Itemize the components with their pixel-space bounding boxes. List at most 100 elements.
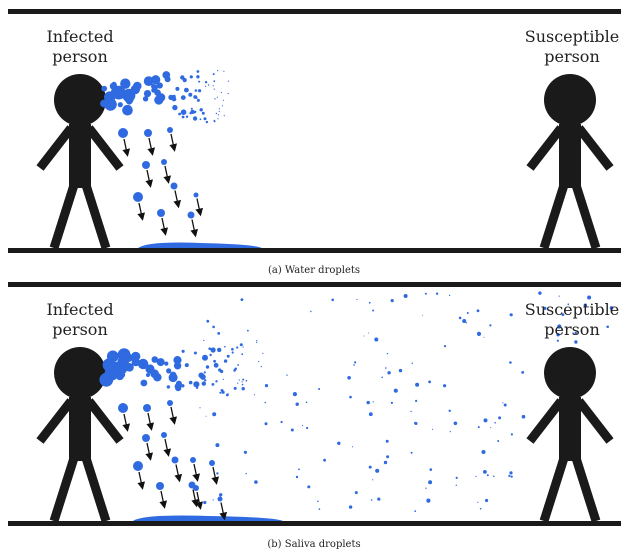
aerosol [372,479,373,480]
aerosol [386,440,389,443]
aerosol [454,422,458,426]
aerosol [221,389,224,392]
aerosol [371,499,373,501]
aerosol [296,403,299,406]
aerosol [246,473,247,474]
droplet [215,380,217,382]
aerosol [223,379,224,380]
aerosol [265,422,268,425]
droplet [188,93,192,97]
top-bar [8,282,621,287]
arrow [139,203,142,217]
droplet [197,70,200,73]
aerosol [377,498,380,501]
arm [579,401,610,441]
droplet [214,363,219,368]
leg [544,458,564,521]
aerosol [368,333,369,334]
droplet [208,347,211,350]
aerosol [307,485,310,488]
aerosol [477,502,478,503]
droplet [181,384,184,387]
aerosol [369,466,372,469]
aerosol [254,480,258,484]
aerosol [498,416,501,419]
aerosol [385,367,387,369]
falling-droplet [133,461,143,471]
aerosol [511,476,513,478]
droplet [196,97,198,99]
arm [530,128,561,168]
falling-droplet [142,434,150,442]
aerosol [490,427,491,428]
aerosol [296,476,298,478]
susceptible-label-line: Susceptible [525,300,620,319]
droplet [206,121,208,123]
aerosol [428,480,432,484]
droplet [205,86,206,87]
droplet [242,384,244,386]
aerosol [443,384,446,387]
aerosol [391,299,394,302]
aerosol [387,371,390,374]
aerosol [557,340,559,342]
aerosol [456,485,457,486]
droplet [120,79,130,89]
droplet [182,350,185,353]
aerosol [373,401,374,402]
aerosol [391,402,393,404]
aerosol [353,364,355,366]
droplet [209,354,211,356]
aerosol [241,298,244,301]
droplet [224,115,225,116]
droplet [222,105,223,106]
droplet [186,116,188,118]
aerosol [215,443,219,447]
susceptible-label-line: person [544,47,600,66]
aerosol [384,461,387,464]
droplet [118,356,129,367]
droplet [221,92,222,93]
head [54,74,106,126]
arm [579,128,610,168]
arrow [162,218,165,232]
aerosol [399,369,402,372]
aerosol [504,404,507,407]
droplet [214,120,216,122]
aerosol [412,363,413,364]
aerosol [444,345,446,347]
droplet [200,118,202,120]
droplet [217,348,221,352]
aerosol [482,450,486,454]
droplet [185,363,189,367]
aerosol [485,499,488,502]
arrow [194,464,197,478]
droplet [104,91,115,102]
aerosol [511,433,513,435]
arm [89,401,120,441]
aerosol [415,383,419,387]
diagram: InfectedpersonSusceptibleperson(a) Water… [0,0,629,552]
leg [576,458,596,521]
ground [8,521,621,526]
droplet [214,98,215,99]
arrow [165,439,168,453]
droplet [198,81,200,83]
droplet [175,385,181,391]
aerosol [480,508,482,510]
droplet [234,387,237,390]
caption: (a) Water droplets [268,265,360,276]
aerosol [354,361,356,363]
droplet [246,380,248,382]
arrow [171,407,174,421]
aerosol [425,488,426,489]
aerosol [219,493,222,496]
aerosol [386,455,389,458]
aerosol [242,387,245,390]
aerosol [522,415,526,419]
aerosol [484,337,485,338]
droplet [219,111,220,112]
arrow [161,491,164,505]
aerosol [352,446,353,447]
aerosol [367,401,370,404]
